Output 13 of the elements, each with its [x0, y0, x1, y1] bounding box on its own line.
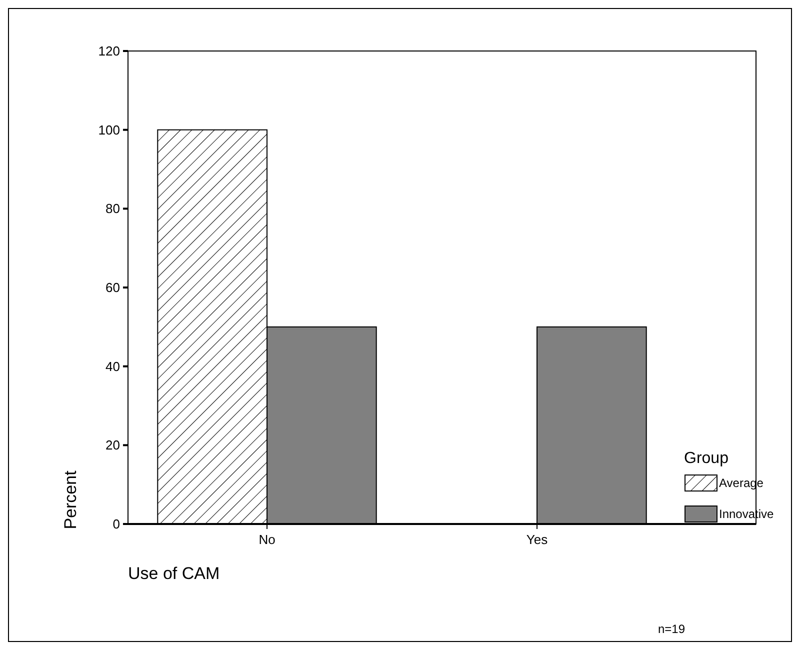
y-tick-label: 100: [98, 122, 120, 138]
y-tick-label: 0: [112, 516, 120, 532]
y-tick-label: 60: [106, 280, 120, 296]
y-axis-title: Percent: [61, 470, 80, 530]
x-tick-label: Yes: [526, 532, 548, 547]
x-axis-title: Use of CAM: [128, 564, 220, 583]
y-tick-label: 120: [98, 44, 120, 59]
x-tick-label: No: [258, 532, 276, 547]
y-tick-label: 80: [106, 201, 120, 216]
text: n=19: [658, 622, 686, 636]
y-tick-label: 20: [106, 438, 120, 453]
legend-title: Group: [684, 450, 729, 467]
y-tick-label: 40: [106, 358, 120, 374]
